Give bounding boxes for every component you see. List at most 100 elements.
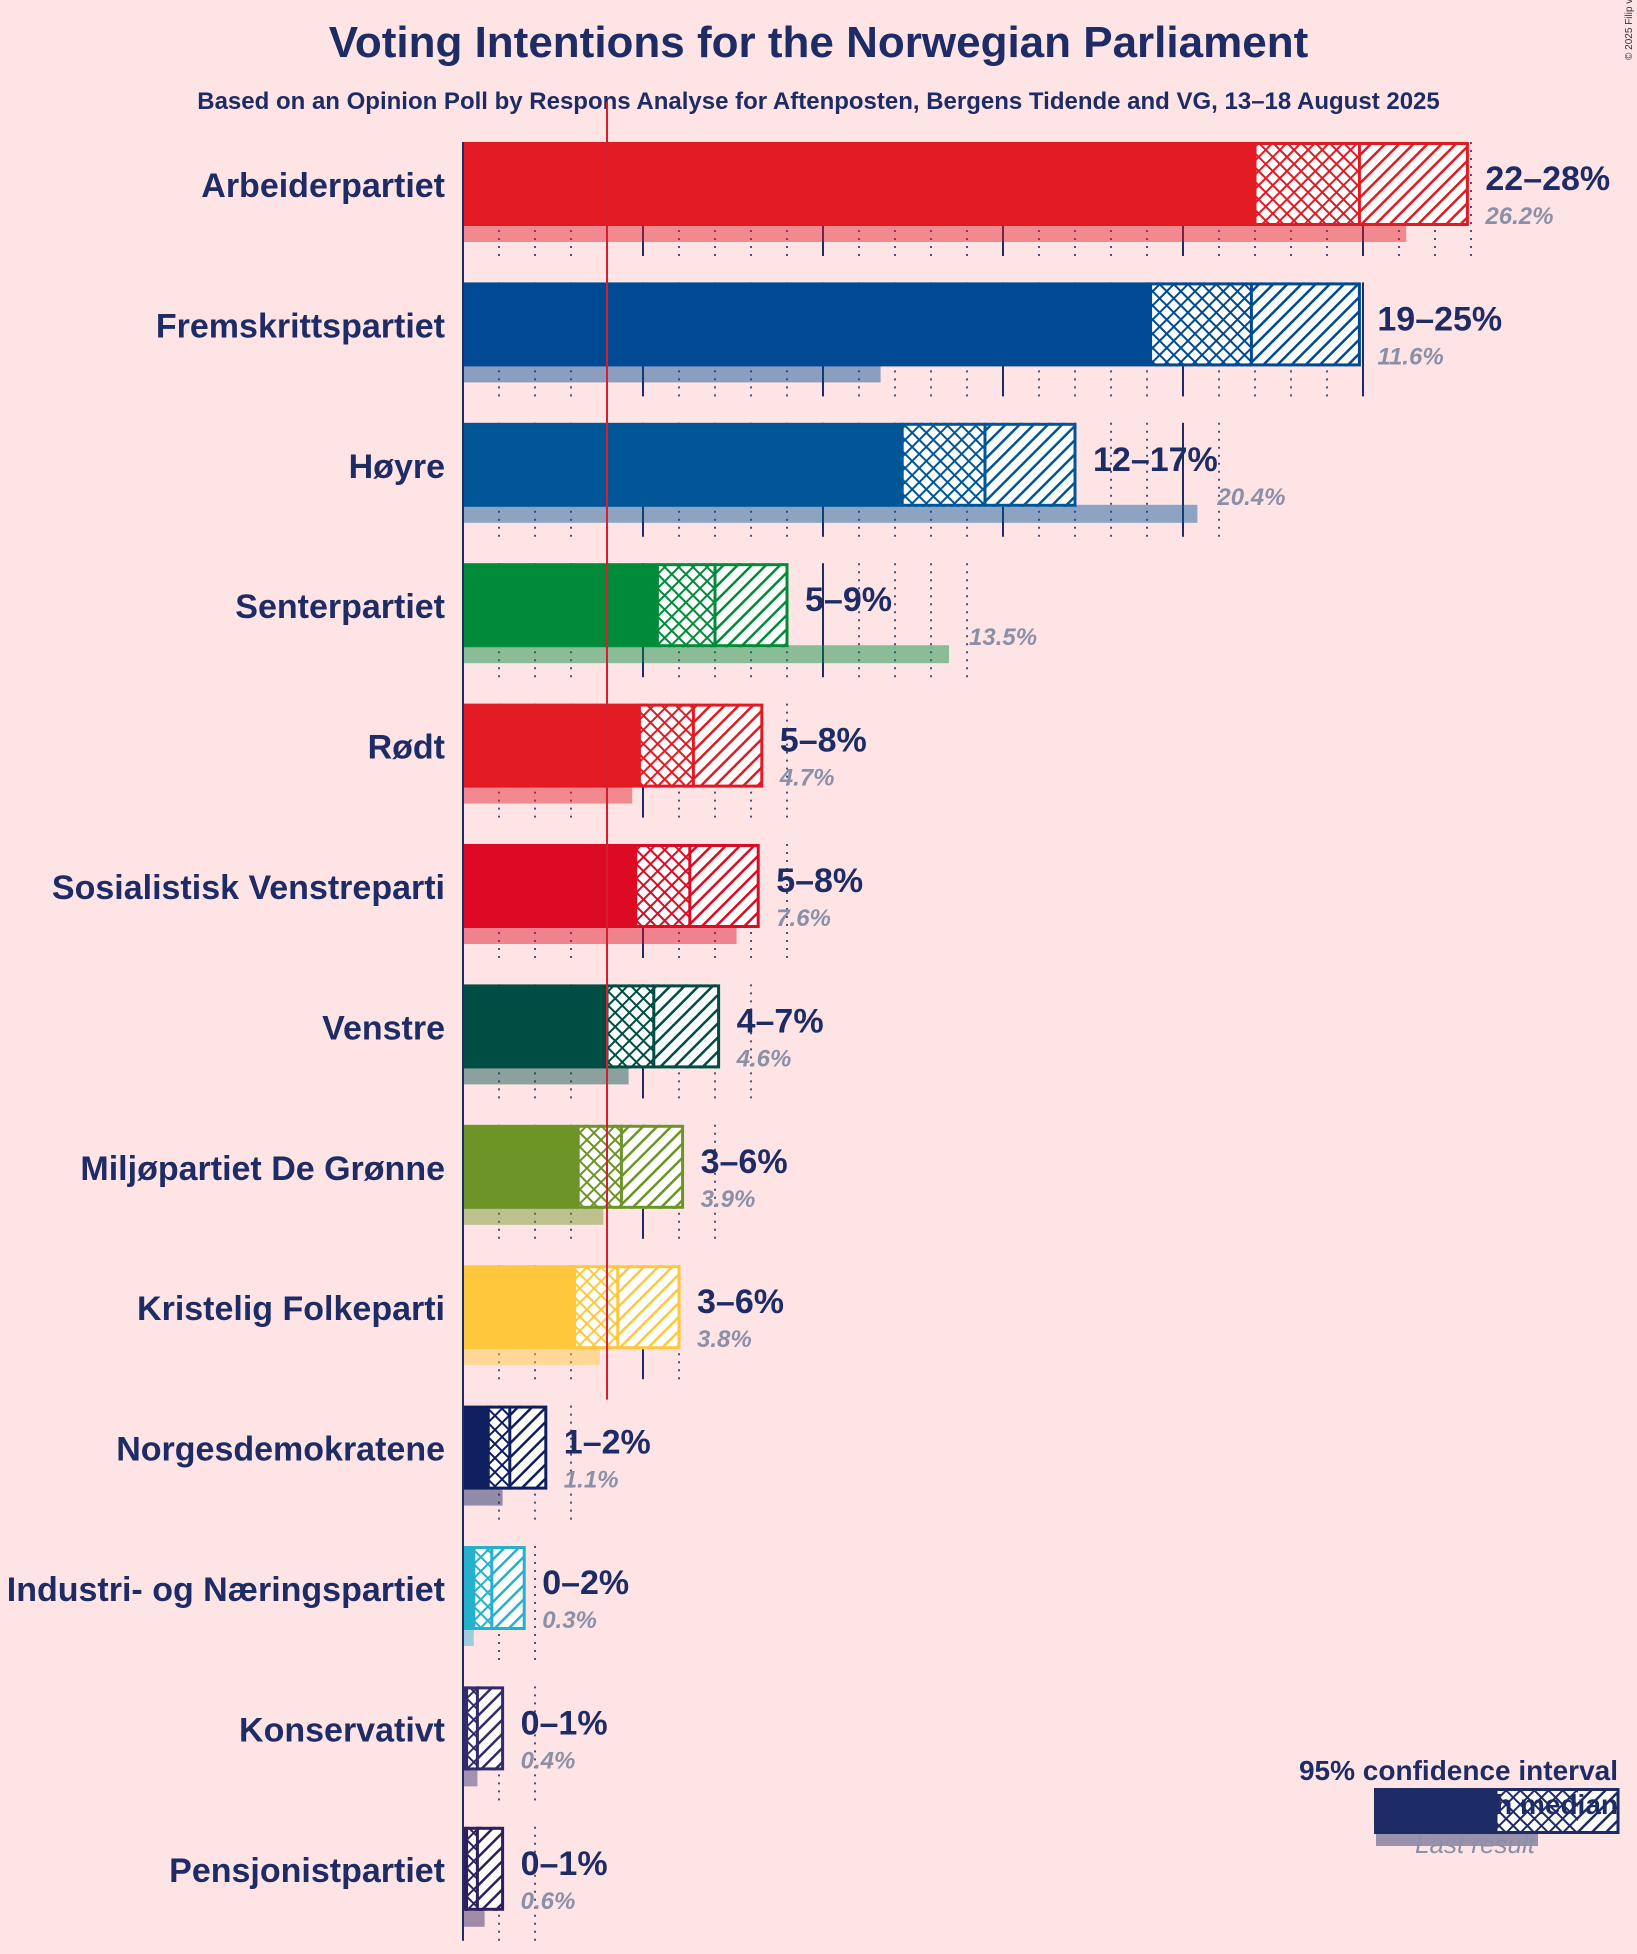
last-result-label: 3.8% xyxy=(697,1326,752,1353)
last-result-bar xyxy=(463,1347,600,1366)
range-label: 5–8% xyxy=(780,722,867,760)
ci-outline xyxy=(637,703,764,788)
bar-ci-low-segment xyxy=(657,563,715,648)
bar-low-segment xyxy=(463,282,1151,367)
legend-title-line1: 95% confidence interval xyxy=(1298,1755,1618,1786)
bar-ci-high-segment xyxy=(491,1546,525,1630)
party-row-milj-partiet-de-gr-nne: Miljøpartiet De Grønne 3–6% 3.9% xyxy=(80,1124,788,1239)
ci-outline xyxy=(900,422,1077,507)
last-result-label: 20.4% xyxy=(1216,484,1285,511)
bar-ci-high-segment xyxy=(653,984,719,1069)
legend-title: 95% confidence interval with median xyxy=(1270,1754,1618,1822)
range-label: 22–28% xyxy=(1485,160,1610,198)
party-row-venstre: Venstre 4–7% 4.6% xyxy=(322,984,824,1099)
legend-last-result-label: Last result xyxy=(1415,1829,1535,1859)
party-label: Miljøpartiet De Grønne xyxy=(80,1150,445,1188)
last-result-bar xyxy=(463,645,949,664)
bar-ci-high-segment xyxy=(689,844,759,928)
chart-subtitle: Based on an Opinion Poll by Respons Anal… xyxy=(197,88,1440,115)
party-label: Industri- og Næringspartiet xyxy=(7,1571,445,1609)
bar-ci-high-segment xyxy=(617,1265,679,1350)
bar-ci-high-segment xyxy=(985,422,1075,507)
ci-outline xyxy=(576,1124,685,1209)
bar-low-segment xyxy=(463,703,640,788)
last-result-label: 4.6% xyxy=(736,1045,792,1072)
last-result-label: 11.6% xyxy=(1377,343,1443,370)
party-label: Rødt xyxy=(368,729,445,767)
party-label: Høyre xyxy=(349,448,445,486)
bar-low-segment xyxy=(463,563,658,648)
party-row-norgesdemokratene: Norgesdemokratene 1–2% 1.1% xyxy=(116,1405,651,1520)
bar-low-segment xyxy=(463,1546,474,1630)
last-result-label: 26.2% xyxy=(1484,203,1553,230)
ci-outline xyxy=(1149,282,1361,367)
range-label: 0–1% xyxy=(521,1845,608,1883)
party-label: Senterpartiet xyxy=(235,588,445,626)
last-result-label: 3.9% xyxy=(701,1186,756,1213)
last-result-bar xyxy=(463,1908,485,1927)
range-label: 4–7% xyxy=(737,1002,824,1040)
last-result-bar xyxy=(463,504,1198,523)
bar-low-segment xyxy=(463,1686,467,1771)
party-label: Pensjonistpartiet xyxy=(169,1852,445,1890)
bar-low-segment xyxy=(463,844,636,928)
bar-ci-high-segment xyxy=(621,1124,683,1209)
bar-ci-low-segment xyxy=(607,984,654,1069)
bar-ci-low-segment xyxy=(1255,142,1360,226)
bar-ci-low-segment xyxy=(578,1124,622,1209)
range-label: 3–6% xyxy=(697,1283,784,1321)
bar-low-segment xyxy=(463,422,903,507)
last-result-bar xyxy=(463,224,1407,242)
party-row-arbeiderpartiet: Arbeiderpartiet 22–28% 26.2% xyxy=(201,142,1610,256)
bar-ci-low-segment xyxy=(466,1686,478,1771)
bar-ci-high-segment xyxy=(693,703,762,788)
range-label: 3–6% xyxy=(701,1143,788,1181)
legend-crosshatch-bar xyxy=(1496,1788,1578,1834)
range-label: 0–1% xyxy=(521,1704,608,1742)
bar-ci-low-segment xyxy=(466,1826,478,1911)
last-result-label: 0.4% xyxy=(521,1747,576,1774)
party-label: Norgesdemokratene xyxy=(116,1431,445,1469)
last-result-bar xyxy=(463,1628,474,1646)
range-label: 5–8% xyxy=(776,862,863,900)
party-row-senterpartiet: Senterpartiet 5–9% 13.5% xyxy=(235,563,1037,678)
range-label: 0–2% xyxy=(542,1564,629,1602)
bar-ci-high-segment xyxy=(715,563,787,648)
range-label: 5–9% xyxy=(805,581,892,619)
ci-outline xyxy=(573,1265,681,1350)
last-result-bar xyxy=(463,926,737,944)
bar-ci-high-segment xyxy=(1251,282,1360,367)
last-result-bar xyxy=(463,1487,503,1506)
range-label: 1–2% xyxy=(564,1424,651,1462)
last-result-label: 0.3% xyxy=(542,1607,597,1634)
ci-outline xyxy=(655,563,789,648)
party-row-sosialistisk-venstreparti: Sosialistisk Venstreparti 5–8% 7.6% xyxy=(52,844,863,958)
bar-ci-high-segment xyxy=(1359,142,1468,226)
range-label: 19–25% xyxy=(1377,300,1502,338)
last-result-bar xyxy=(463,1066,629,1085)
ci-outline xyxy=(486,1405,548,1490)
ci-outline xyxy=(465,1686,505,1771)
last-result-label: 7.6% xyxy=(776,905,831,932)
bar-ci-high-segment xyxy=(477,1686,503,1771)
range-label: 12–17% xyxy=(1093,441,1218,479)
bar-ci-high-segment xyxy=(477,1826,503,1911)
party-row-fremskrittspartiet: Fremskrittspartiet 19–25% 11.6% xyxy=(156,282,1502,397)
party-label: Konservativt xyxy=(239,1711,445,1749)
party-row-pensjonistpartiet: Pensjonistpartiet 0–1% 0.6% xyxy=(169,1826,608,1941)
last-result-bar xyxy=(463,364,881,383)
party-row-r-dt: Rødt 5–8% 4.7% xyxy=(368,703,867,818)
ci-outline xyxy=(1253,142,1469,226)
bar-ci-low-segment xyxy=(473,1546,492,1630)
last-result-label: 4.7% xyxy=(779,765,835,792)
party-label: Fremskrittspartiet xyxy=(156,307,445,345)
party-row-kristelig-folkeparti: Kristelig Folkeparti 3–6% 3.8% xyxy=(137,1265,784,1380)
bar-ci-low-segment xyxy=(1150,282,1252,367)
bar-ci-low-segment xyxy=(902,422,985,507)
ci-outline xyxy=(465,1826,505,1911)
bar-low-segment xyxy=(463,984,607,1069)
legend-graphic xyxy=(1374,1788,1620,1846)
bar-low-segment xyxy=(463,142,1255,226)
legend-hatch-bar xyxy=(1578,1788,1618,1834)
